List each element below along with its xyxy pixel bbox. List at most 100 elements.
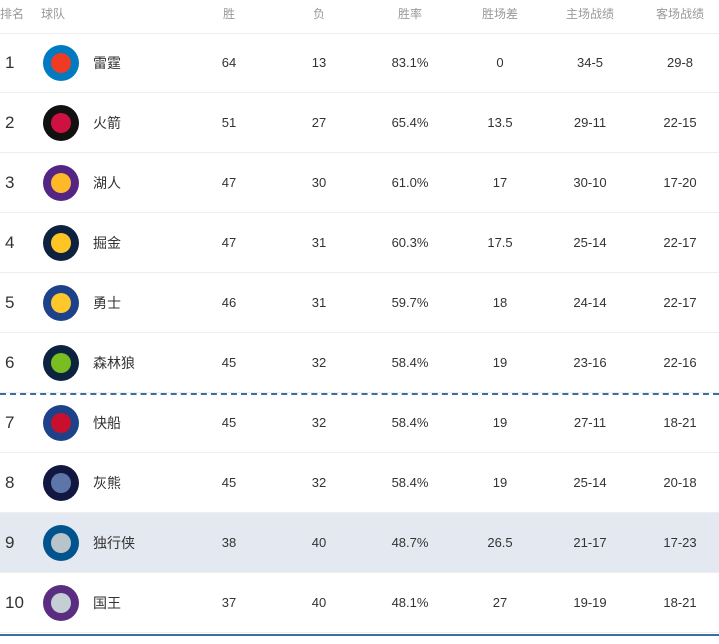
table-header: 排名 球队 胜 负 胜率 胜场差 主场战绩 客场战绩 (0, 0, 719, 34)
table-row: 4 掘金 47 31 60.3% 17.5 25-14 22-17 (0, 213, 719, 273)
stat-cell: 25-14 (573, 235, 607, 250)
team-logo (43, 285, 79, 321)
stat-cell: 45 (221, 475, 237, 490)
stat-cell: 32 (311, 355, 327, 370)
stat-cell: 18-21 (663, 415, 697, 430)
team-logo (43, 165, 79, 201)
header-cell: 胜率 (397, 7, 423, 21)
header-cell: 胜 (222, 7, 236, 21)
team-logo (43, 465, 79, 501)
table-row: 8 灰熊 45 32 58.4% 19 25-14 20-18 (0, 453, 719, 513)
bottom-border (0, 634, 719, 636)
table-row: 3 湖人 47 30 61.0% 17 30-10 17-20 (0, 153, 719, 213)
team-logo (43, 105, 79, 141)
stat-cell: 19-19 (573, 595, 607, 610)
stat-cell: 22-16 (663, 355, 697, 370)
rank: 9 (5, 533, 15, 552)
stat-cell: 19 (492, 475, 508, 490)
rank: 6 (5, 353, 15, 372)
stat-cell: 32 (311, 415, 327, 430)
team-name: 森林狼 (93, 355, 135, 371)
stat-cell: 30 (311, 175, 327, 190)
stat-cell: 24-14 (573, 295, 607, 310)
stat-cell: 18-21 (663, 595, 697, 610)
playoff-divider (0, 393, 719, 395)
stat-cell: 22-15 (663, 115, 697, 130)
stat-cell: 46 (221, 295, 237, 310)
header-cell: 主场战绩 (565, 7, 615, 21)
logo-mark (51, 353, 71, 373)
rank: 2 (5, 113, 15, 132)
stat-cell: 27 (492, 595, 508, 610)
logo-mark (51, 413, 71, 433)
team-logo (43, 585, 79, 621)
stat-cell: 83.1% (391, 55, 429, 70)
team-name: 湖人 (93, 175, 121, 191)
stat-cell: 60.3% (391, 235, 429, 250)
stat-cell: 37 (221, 595, 237, 610)
stat-cell: 65.4% (391, 115, 429, 130)
stat-cell: 13 (311, 55, 327, 70)
stat-cell: 20-18 (663, 475, 697, 490)
logo-mark (51, 233, 71, 253)
stat-cell: 64 (221, 55, 237, 70)
stat-cell: 27 (311, 115, 327, 130)
stat-cell: 0 (496, 55, 504, 70)
table-row: 2 火箭 51 27 65.4% 13.5 29-11 22-15 (0, 93, 719, 153)
team-name: 国王 (93, 595, 121, 611)
stat-cell: 31 (311, 295, 327, 310)
team-name: 灰熊 (93, 475, 121, 491)
stat-cell: 40 (311, 595, 327, 610)
stat-cell: 22-17 (663, 295, 697, 310)
logo-mark (51, 53, 71, 73)
stat-cell: 17 (492, 175, 508, 190)
stat-cell: 29-8 (666, 55, 694, 70)
team-name: 火箭 (93, 115, 121, 131)
stat-cell: 51 (221, 115, 237, 130)
table-row: 7 快船 45 32 58.4% 19 27-11 18-21 (0, 393, 719, 453)
stat-cell: 31 (311, 235, 327, 250)
stat-cell: 27-11 (573, 415, 607, 430)
team-name: 快船 (93, 415, 121, 431)
rank: 1 (5, 53, 15, 72)
stat-cell: 21-17 (573, 535, 607, 550)
header-cell: 排名 (0, 7, 25, 21)
stat-cell: 61.0% (391, 175, 429, 190)
team-name: 雷霆 (93, 55, 121, 71)
header-cell: 负 (312, 7, 326, 21)
stat-cell: 25-14 (573, 475, 607, 490)
team-logo (43, 525, 79, 561)
stat-cell: 58.4% (391, 415, 429, 430)
stat-cell: 23-16 (573, 355, 607, 370)
logo-mark (51, 293, 71, 313)
rank: 8 (5, 473, 15, 492)
team-name: 勇士 (93, 295, 121, 311)
logo-mark (51, 113, 71, 133)
table-row: 6 森林狼 45 32 58.4% 19 23-16 22-16 (0, 333, 719, 393)
stat-cell: 58.4% (391, 355, 429, 370)
stat-cell: 59.7% (391, 295, 429, 310)
stat-cell: 19 (492, 415, 508, 430)
stat-cell: 47 (221, 175, 237, 190)
rank: 10 (5, 593, 24, 612)
logo-mark (51, 173, 71, 193)
team-name: 掘金 (93, 235, 121, 251)
team-logo (43, 45, 79, 81)
stat-cell: 13.5 (487, 115, 513, 130)
stat-cell: 45 (221, 415, 237, 430)
header-cell: 客场战绩 (655, 7, 705, 21)
rank: 4 (5, 233, 15, 252)
stat-cell: 40 (311, 535, 327, 550)
table-row: 10 国王 37 40 48.1% 27 19-19 18-21 (0, 573, 719, 633)
stat-cell: 26.5 (487, 535, 513, 550)
stat-cell: 32 (311, 475, 327, 490)
rank: 7 (5, 413, 15, 432)
team-logo (43, 225, 79, 261)
table-row: 9 独行侠 38 40 48.7% 26.5 21-17 17-23 (0, 513, 719, 573)
team-logo (43, 405, 79, 441)
stat-cell: 47 (221, 235, 237, 250)
stat-cell: 29-11 (573, 115, 607, 130)
stat-cell: 18 (492, 295, 508, 310)
header-cell: 胜场差 (481, 7, 519, 21)
stat-cell: 38 (221, 535, 237, 550)
